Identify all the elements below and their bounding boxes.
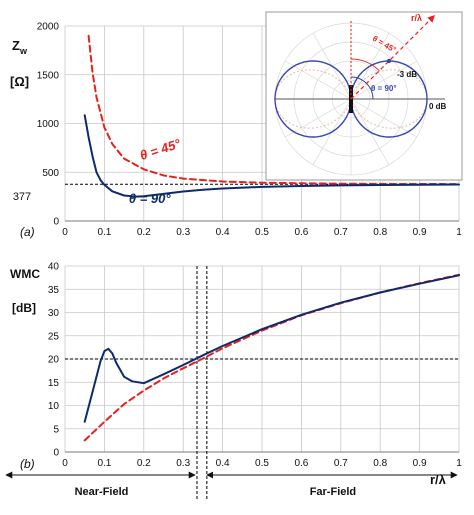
panel-a-y-unit-label: [Ω] xyxy=(10,74,29,89)
y-tick-label: 1500 xyxy=(37,70,60,81)
inset-theta90-label: θ = 90° xyxy=(371,84,397,93)
minus3db-point xyxy=(386,58,392,64)
panel-b-x-axis-label: r/λ xyxy=(430,472,447,487)
x-tick-label: 0.2 xyxy=(137,227,151,238)
panel-a-annotations: θ = 45° θ = 90° xyxy=(129,136,183,206)
y-tick-label: 20 xyxy=(48,355,60,366)
series-line-theta90 xyxy=(83,114,460,198)
y-tick-label: 500 xyxy=(42,168,59,179)
radiation-pattern-inset: r/λ θ = 45° θ = 90° -3 dB 0 dB xyxy=(265,11,463,181)
x-tick-label: 0.4 xyxy=(216,458,230,469)
x-tick-label: 0.7 xyxy=(334,458,348,469)
panel-a-x-tick-labels: 0 0.1 0.2 0.3 0.4 0.5 0.6 0.7 0.8 0.9 1 xyxy=(62,227,462,238)
x-tick-label: 0.2 xyxy=(137,458,151,469)
series-line-theta45 xyxy=(87,34,460,186)
y-tick-label: 10 xyxy=(48,401,60,412)
x-tick-label: 0.3 xyxy=(176,458,190,469)
x-tick-label: 0.1 xyxy=(97,227,111,238)
x-tick-label: 0.6 xyxy=(294,458,308,469)
inset-minus3db-label: -3 dB xyxy=(397,70,417,79)
y-tick-label: 1000 xyxy=(37,119,60,130)
x-tick-label: 0 xyxy=(62,227,68,238)
zone-label: Far-Field xyxy=(310,486,356,498)
panel-b-x-tick-labels: 0 0.1 0.2 0.3 0.4 0.5 0.6 0.7 0.8 0.9 1 xyxy=(62,458,462,469)
x-tick-label: 0.5 xyxy=(255,458,269,469)
panel-b-y-unit-label: [dB] xyxy=(12,301,36,315)
panel-b-label: (b) xyxy=(20,457,35,471)
panel-a-y-tick-labels: 0 500 1000 1500 2000 xyxy=(37,22,60,228)
x-tick-label: 0.8 xyxy=(373,227,387,238)
inset-0db-label: 0 dB xyxy=(429,102,447,111)
y-tick-label: 30 xyxy=(48,308,60,319)
panel-a-label: (a) xyxy=(20,225,35,239)
inset-r-lambda-label: r/λ xyxy=(411,13,422,23)
x-tick-label: 0.1 xyxy=(97,458,111,469)
panel-a-series xyxy=(83,34,460,198)
y-tick-label: 0 xyxy=(53,217,59,228)
x-tick-label: 0.5 xyxy=(255,227,269,238)
inset-marks xyxy=(349,15,435,113)
x-tick-label: 0.8 xyxy=(373,458,387,469)
inset-frame xyxy=(265,11,463,181)
panel-a-reference-label: 377 xyxy=(13,191,31,203)
r-lambda-ray xyxy=(350,15,435,100)
panel-a-y-axis-label: Zw xyxy=(12,38,28,56)
x-tick-label: 0.9 xyxy=(413,458,427,469)
panel-b-reference-lines xyxy=(65,266,459,500)
panel-b-series xyxy=(83,273,460,442)
y-tick-label: 40 xyxy=(48,262,60,273)
panel-b: 0 0.1 0.2 0.3 0.4 0.5 0.6 0.7 0.8 0.9 1 0 5 10 15 20 25… xyxy=(5,262,462,500)
field-zone-arrows: Near-Field Far-Field xyxy=(5,471,458,498)
y-tick-label: 0 xyxy=(53,448,59,459)
y-tick-label: 15 xyxy=(48,378,60,389)
panel-b-y-tick-labels: 0 5 10 15 20 25 30 35 40 xyxy=(48,262,60,459)
zone-label: Near-Field xyxy=(75,486,129,498)
y-tick-label: 2000 xyxy=(37,22,60,33)
x-tick-label: 0.4 xyxy=(216,227,230,238)
inset-polar-grid xyxy=(274,22,445,176)
series-annotation: θ = 90° xyxy=(129,191,172,206)
x-tick-label: 1 xyxy=(456,458,462,469)
x-tick-label: 0.6 xyxy=(294,227,308,238)
y-tick-label: 35 xyxy=(48,285,60,296)
x-tick-label: 0.7 xyxy=(334,227,348,238)
series-line-theta45 xyxy=(83,273,460,442)
x-tick-label: 0 xyxy=(62,458,68,469)
series-line-theta90 xyxy=(83,274,460,423)
x-tick-label: 0.3 xyxy=(176,227,190,238)
series-annotation: θ = 45° xyxy=(138,136,183,163)
y-tick-label: 5 xyxy=(53,424,59,435)
x-tick-label: 0.9 xyxy=(413,227,427,238)
panel-b-y-axis-label: WMC xyxy=(10,267,40,281)
y-tick-label: 25 xyxy=(48,331,60,342)
x-tick-label: 1 xyxy=(456,227,462,238)
theta45-arc xyxy=(350,58,380,72)
